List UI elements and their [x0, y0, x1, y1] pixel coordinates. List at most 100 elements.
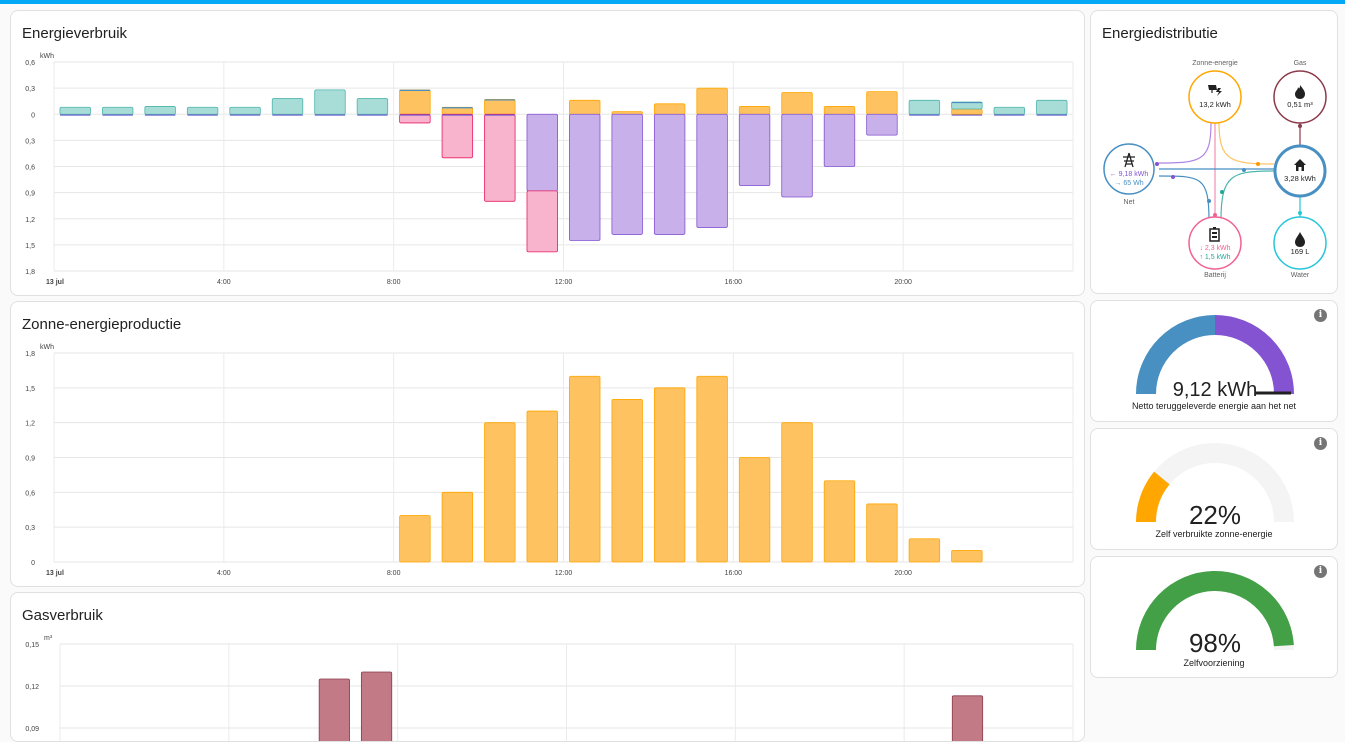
solar-bar: [823, 106, 856, 115]
gauge-arc-positive: [1214, 315, 1294, 395]
self-sufficiency-gauge: 98%: [1136, 571, 1294, 658]
y-tick-label: 0,6: [25, 60, 35, 67]
battery-out-value: ↑ 1,5 kWh: [1199, 254, 1230, 261]
self-sufficiency-label: Zelfvoorziening: [1183, 658, 1245, 668]
gauge-arc-negative: [1136, 315, 1216, 395]
distribution-diagram: Zonne-energie 13,2 kWh Gas 0,51 m³ ← 9,1…: [1103, 60, 1327, 279]
solar-production-title: Zonne-energieproductie: [22, 316, 182, 333]
solar-value: 13,2 kWh: [1199, 100, 1231, 109]
home-value: 3,28 kWh: [1284, 174, 1316, 183]
gauge-value: 98%: [1189, 628, 1241, 658]
battery-label: Batterij: [1204, 272, 1226, 279]
y-tick-label: 1,5: [25, 386, 35, 393]
solar-bar: [653, 103, 686, 115]
home-icon: [1294, 159, 1306, 171]
water-label: Water: [1291, 272, 1310, 279]
battery-node[interactable]: [1188, 216, 1242, 270]
top-accent-bar: [0, 0, 1345, 4]
home-node[interactable]: [1273, 144, 1327, 198]
battery-out-bar: [866, 113, 898, 136]
battery-out-bar: [738, 113, 771, 187]
solar-bar: [738, 106, 771, 115]
solar-production-bar: [611, 399, 643, 563]
battery-out-bar: [526, 113, 558, 192]
y-tick-label: 1,8: [25, 351, 35, 358]
y-tick-label: 1,8: [25, 269, 35, 276]
energy-usage-title: Energieverbruik: [22, 25, 128, 42]
grid-node[interactable]: [1103, 143, 1155, 195]
grid-return-bar: [908, 99, 941, 115]
y-tick-label: 0: [31, 112, 35, 119]
grid-to-battery-line: [1158, 175, 1210, 222]
solar-production-bar: [653, 387, 686, 563]
solar-production-chart[interactable]: kWh 1,8 1,5 1,2 0,9 0,6 0,3 0 13 jul 4:00 8:00 12:0…: [11, 302, 1085, 587]
gauge-value: 22%: [1189, 500, 1241, 530]
solar-node[interactable]: [1188, 70, 1242, 124]
y-tick-label: 0,9: [25, 456, 35, 463]
battery-icon: [1209, 227, 1220, 242]
solar-production-bar: [696, 375, 728, 563]
solar-production-bar: [399, 515, 431, 563]
x-tick-label: 20:00: [894, 279, 912, 286]
flow-dot: [1256, 162, 1260, 166]
grid-return-bar: [314, 89, 346, 115]
flow-dot: [1155, 162, 1159, 166]
y-tick-label: 0,3: [25, 138, 35, 145]
solar-production-bar: [951, 549, 983, 563]
solar-production-card: Zonne-energieproductie kWh 1,8 1,5 1,2 0,9 0,…: [10, 301, 1085, 587]
transmission-tower-icon: [1123, 152, 1135, 168]
flow-dot: [1213, 213, 1217, 217]
energy-usage-chart[interactable]: kWh 0,6 0,3 0 0,3 0,6 0,9 1,2 1,5 1,8 13 jul 4:00 8:…: [11, 11, 1085, 296]
net-return-gauge: 9,12 kWh: [1136, 315, 1294, 401]
solar-production-bar: [738, 457, 771, 563]
water-value: 169 L: [1291, 247, 1310, 256]
self-consumed-label: Zelf verbruikte zonne-energie: [1155, 529, 1273, 539]
solar-production-bar: [908, 538, 941, 563]
battery-in-bar: [484, 113, 516, 202]
y-tick-label: 0,3: [25, 525, 35, 532]
y-tick-label: 1,2: [25, 421, 35, 428]
solar-to-home-line: [1218, 122, 1275, 165]
x-tick-label: 12:00: [555, 279, 573, 286]
y-tick-label: 1,5: [25, 243, 35, 250]
solar-production-bar: [866, 503, 898, 563]
info-icon[interactable]: i: [1314, 565, 1327, 578]
battery-in-bar: [526, 190, 558, 253]
flow-dot: [1220, 190, 1224, 194]
grid-return-bar: [186, 106, 219, 115]
x-tick-label: 8:00: [387, 570, 401, 577]
solar-label: Zonne-energie: [1192, 60, 1238, 67]
y-tick-label: 0,12: [25, 684, 39, 691]
grid-return-bar: [59, 106, 91, 115]
gas-usage-chart[interactable]: m³ 0,15 0,12 0,09: [11, 593, 1085, 742]
gauge-arc-value: [1136, 471, 1170, 523]
solar-production-bar: [441, 491, 474, 563]
gas-bar: [318, 678, 350, 741]
battery-to-home-line: [1220, 170, 1275, 222]
flow-dot: [1298, 211, 1302, 215]
gauge-card-self-consumed: i 22% Zelf verbruikte zonne-energie: [1090, 428, 1338, 550]
energy-usage-card: Energieverbruik kWh 0,6 0,3 0 0,3 0,6 0,9 1,2 1,…: [10, 10, 1085, 296]
info-icon[interactable]: i: [1314, 437, 1327, 450]
self-consumed-gauge: 22%: [1136, 443, 1294, 530]
y-tick-label: 1,2: [25, 217, 35, 224]
grid-out-value: → 65 Wh: [1114, 180, 1143, 187]
battery-in-bar: [441, 113, 474, 159]
x-tick-label: 20:00: [894, 570, 912, 577]
y-tick-label: 0: [31, 560, 35, 567]
grid-return-bar: [356, 98, 389, 115]
x-tick-label: 16:00: [725, 279, 743, 286]
solar-bar: [569, 99, 601, 115]
solar-bar: [399, 89, 431, 115]
gas-bar: [360, 671, 393, 741]
y-tick-label: 0,9: [25, 191, 35, 198]
solar-panel-icon: [1208, 85, 1222, 96]
info-icon[interactable]: i: [1314, 309, 1327, 322]
solar-to-grid-line: [1158, 122, 1212, 164]
grid-return-bar: [1036, 99, 1068, 115]
grid-return-bar: [144, 106, 176, 115]
y-tick-label: 0,09: [25, 726, 39, 733]
gauge-card-self-sufficiency: i 98% Zelfvoorziening: [1090, 556, 1338, 678]
solar-bar: [951, 108, 983, 115]
flow-dot: [1242, 168, 1246, 172]
